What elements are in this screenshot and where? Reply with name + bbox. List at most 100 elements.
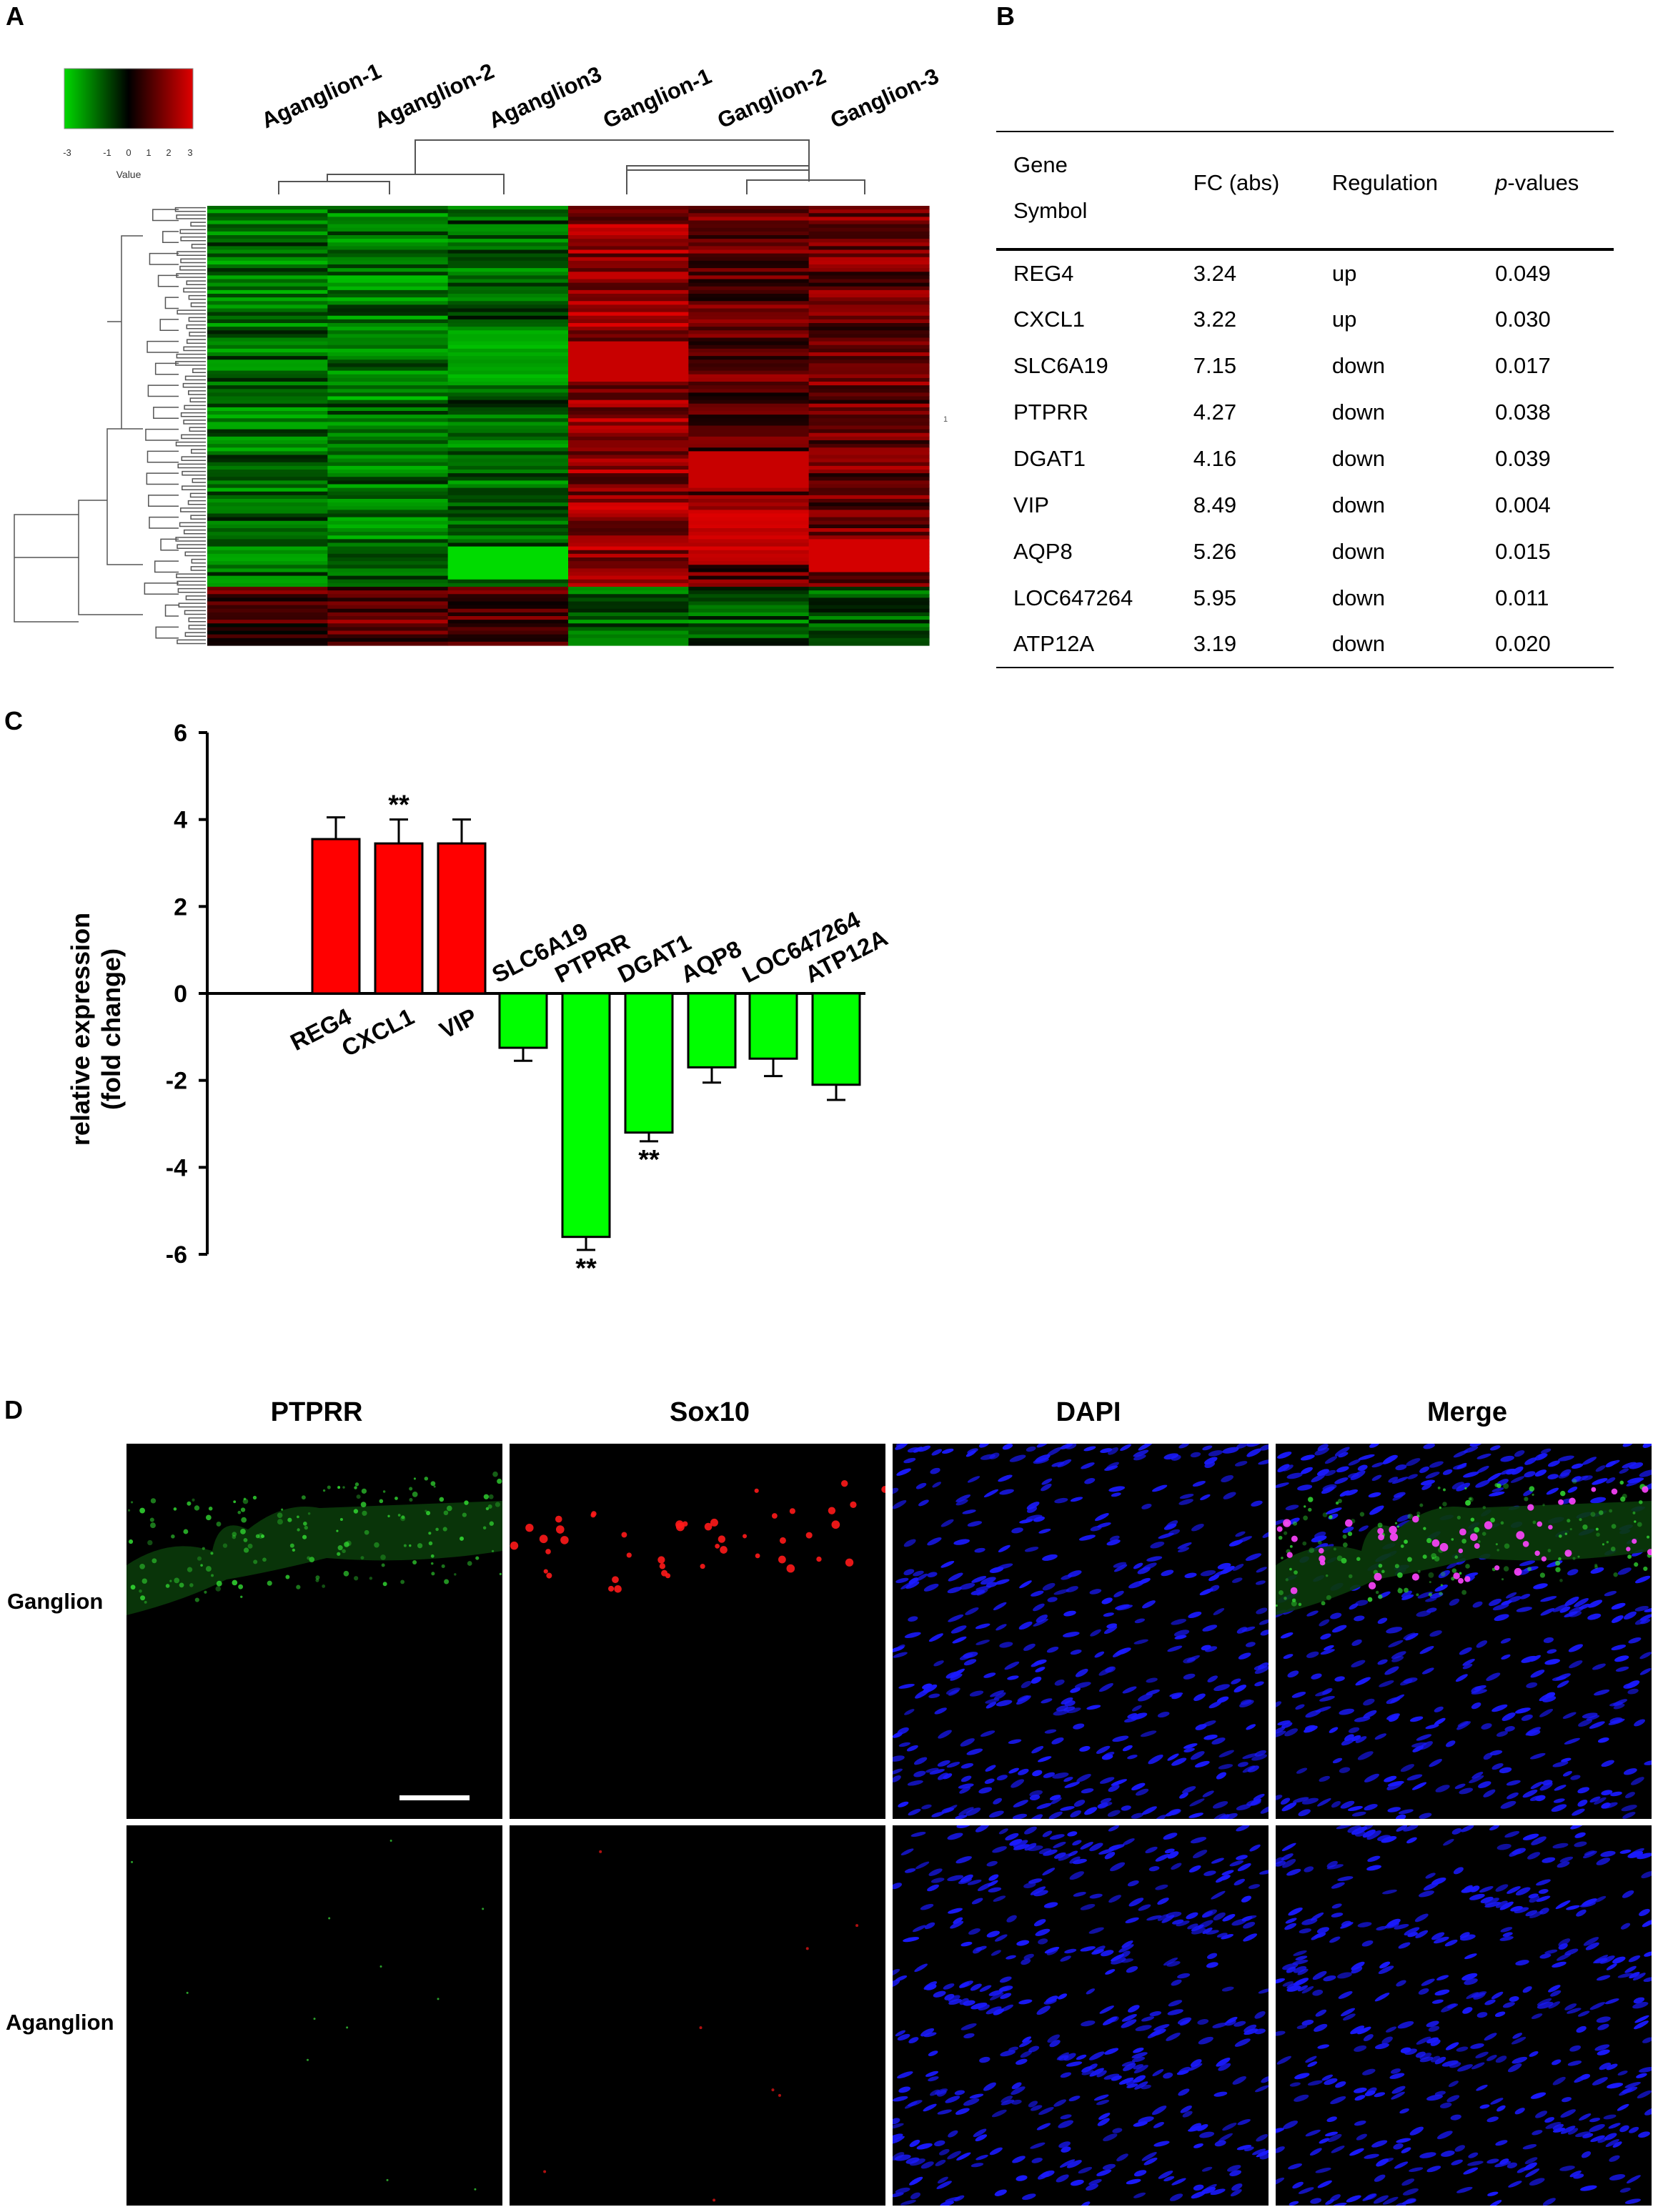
cell-regulation: down <box>1331 538 1385 564</box>
table-row: REG4 3.24 up 0.049 <box>996 249 1614 296</box>
micrograph-ganglion-dapi <box>893 1444 1269 1819</box>
col-title-sox10: Sox10 <box>670 1397 750 1427</box>
bar-loc647264 <box>748 992 798 1060</box>
cell-fc: 5.26 <box>1193 538 1237 564</box>
cell-p: 0.004 <box>1495 492 1551 517</box>
cell-gene: CXCL1 <box>1013 306 1085 332</box>
cell-fc: 4.27 <box>1193 399 1237 425</box>
cell-regulation: down <box>1331 445 1385 471</box>
panel-a-letter: A <box>6 1 24 31</box>
heatmap-column-label: Ganglion-3 <box>827 64 943 134</box>
row-label-ganglion: Ganglion <box>7 1589 104 1614</box>
micrograph-ganglion-merge <box>1276 1444 1652 1819</box>
col-title-merge: Merge <box>1427 1397 1507 1427</box>
table-row: LOC647264 5.95 down 0.011 <box>996 575 1614 621</box>
col-title-dapi: DAPI <box>1056 1397 1121 1427</box>
heatmap-column-label: Aganglion-2 <box>371 59 498 134</box>
cell-fc: 8.49 <box>1193 492 1237 517</box>
heatmap-side-mark: 1 <box>943 415 948 424</box>
cell-p: 0.039 <box>1495 445 1551 471</box>
table-row: CXCL1 3.22 up 0.030 <box>996 296 1614 342</box>
row-label-aganglion: Aganglion <box>6 2010 114 2035</box>
header-regulation: Regulation <box>1315 132 1478 249</box>
y-tick-label: 4 <box>174 807 187 834</box>
micrograph-aganglion-sox10 <box>510 1825 885 2206</box>
col-title-ptprr: PTPRR <box>270 1397 363 1427</box>
header-fc-text: FC (abs) <box>1193 170 1280 195</box>
cell-gene: DGAT1 <box>1013 445 1086 471</box>
header-p-rest: -values <box>1507 170 1579 195</box>
y-axis-label-line2: (fold change) <box>96 948 126 1110</box>
column-dendrogram <box>278 139 865 194</box>
panel-b-letter: B <box>996 1 1015 31</box>
micrograph-ganglion-ptprr <box>126 1444 502 1819</box>
bar-cxcl1 <box>374 842 424 995</box>
colorkey-tick: 0 <box>126 147 131 158</box>
table-row: PTPRR 4.27 down 0.038 <box>996 389 1614 435</box>
colorkey-label: Value <box>116 169 142 180</box>
bar-ptprr <box>561 992 611 1239</box>
heatmap-column-label: Aganglion-1 <box>258 59 385 134</box>
micrograph-aganglion-ptprr <box>126 1825 502 2206</box>
cell-gene: AQP8 <box>1013 538 1073 564</box>
scale-bar <box>399 1795 470 1800</box>
table-row: SLC6A19 7.15 down 0.017 <box>996 342 1614 389</box>
colorkey-tick: 1 <box>146 147 151 158</box>
cell-gene: REG4 <box>1013 260 1074 286</box>
colorkey-tick: -1 <box>103 147 111 158</box>
cell-gene: LOC647264 <box>1013 585 1133 610</box>
y-tick-label: 6 <box>174 720 187 747</box>
cell-p: 0.015 <box>1495 538 1551 564</box>
cell-gene: PTPRR <box>1013 399 1089 425</box>
bar-dgat1 <box>624 992 674 1134</box>
cell-fc: 3.24 <box>1193 260 1237 286</box>
header-pvalues: p-values <box>1478 132 1614 249</box>
cell-gene: ATP12A <box>1013 631 1095 656</box>
cell-p: 0.049 <box>1495 260 1551 286</box>
cell-p: 0.017 <box>1495 352 1551 378</box>
panel-d-letter: D <box>4 1395 23 1424</box>
cell-fc: 4.16 <box>1193 445 1237 471</box>
y-axis-label-line1: relative expression <box>66 913 95 1146</box>
bar-reg4 <box>311 838 361 995</box>
cell-regulation: down <box>1331 352 1385 378</box>
cell-regulation: up <box>1331 260 1357 286</box>
micrograph-aganglion-merge <box>1276 1825 1652 2206</box>
header-symbol: Symbol <box>1013 198 1088 223</box>
significance-mark: ** <box>575 1254 597 1284</box>
heatmap-column-label: Aganglion3 <box>485 61 605 134</box>
cell-regulation: down <box>1331 492 1385 517</box>
panel-c-letter: C <box>4 706 23 735</box>
heatmap-column-label: Ganglion-2 <box>714 64 830 134</box>
heatmap-matrix <box>207 206 930 646</box>
cell-p: 0.038 <box>1495 399 1551 425</box>
header-p-italic: p <box>1495 170 1508 195</box>
header-regulation-text: Regulation <box>1331 170 1439 195</box>
bar-series: ** ** ** <box>311 790 861 1284</box>
table-row: ATP12A 3.19 down 0.020 <box>996 621 1614 668</box>
micrograph-ganglion-sox10 <box>510 1444 885 1819</box>
category-label-cxcl1: CXCL1 <box>337 1003 418 1061</box>
colorkey-bar <box>64 68 194 129</box>
cell-regulation: down <box>1331 399 1385 425</box>
cell-p: 0.011 <box>1495 585 1549 610</box>
cell-fc: 3.19 <box>1193 631 1237 656</box>
cell-regulation: up <box>1331 306 1357 332</box>
y-tick-label: 0 <box>174 981 187 1008</box>
bar-slc6a19 <box>498 992 548 1049</box>
cell-fc: 3.22 <box>1193 306 1237 332</box>
y-tick-label: -2 <box>166 1068 187 1095</box>
bar-vip <box>437 842 487 995</box>
cell-gene: VIP <box>1013 492 1049 517</box>
category-label-vip: VIP <box>435 1003 481 1043</box>
significance-mark: ** <box>388 790 409 820</box>
cell-p: 0.020 <box>1495 631 1551 656</box>
y-tick-label: 2 <box>174 893 187 921</box>
table-row: DGAT1 4.16 down 0.039 <box>996 435 1614 482</box>
micrograph-aganglion-dapi <box>893 1825 1269 2206</box>
header-gene-symbol: Gene Symbol <box>996 132 1176 249</box>
header-fc: FC (abs) <box>1176 132 1315 249</box>
cell-regulation: down <box>1331 631 1385 656</box>
colorkey-tick: -3 <box>63 147 71 158</box>
